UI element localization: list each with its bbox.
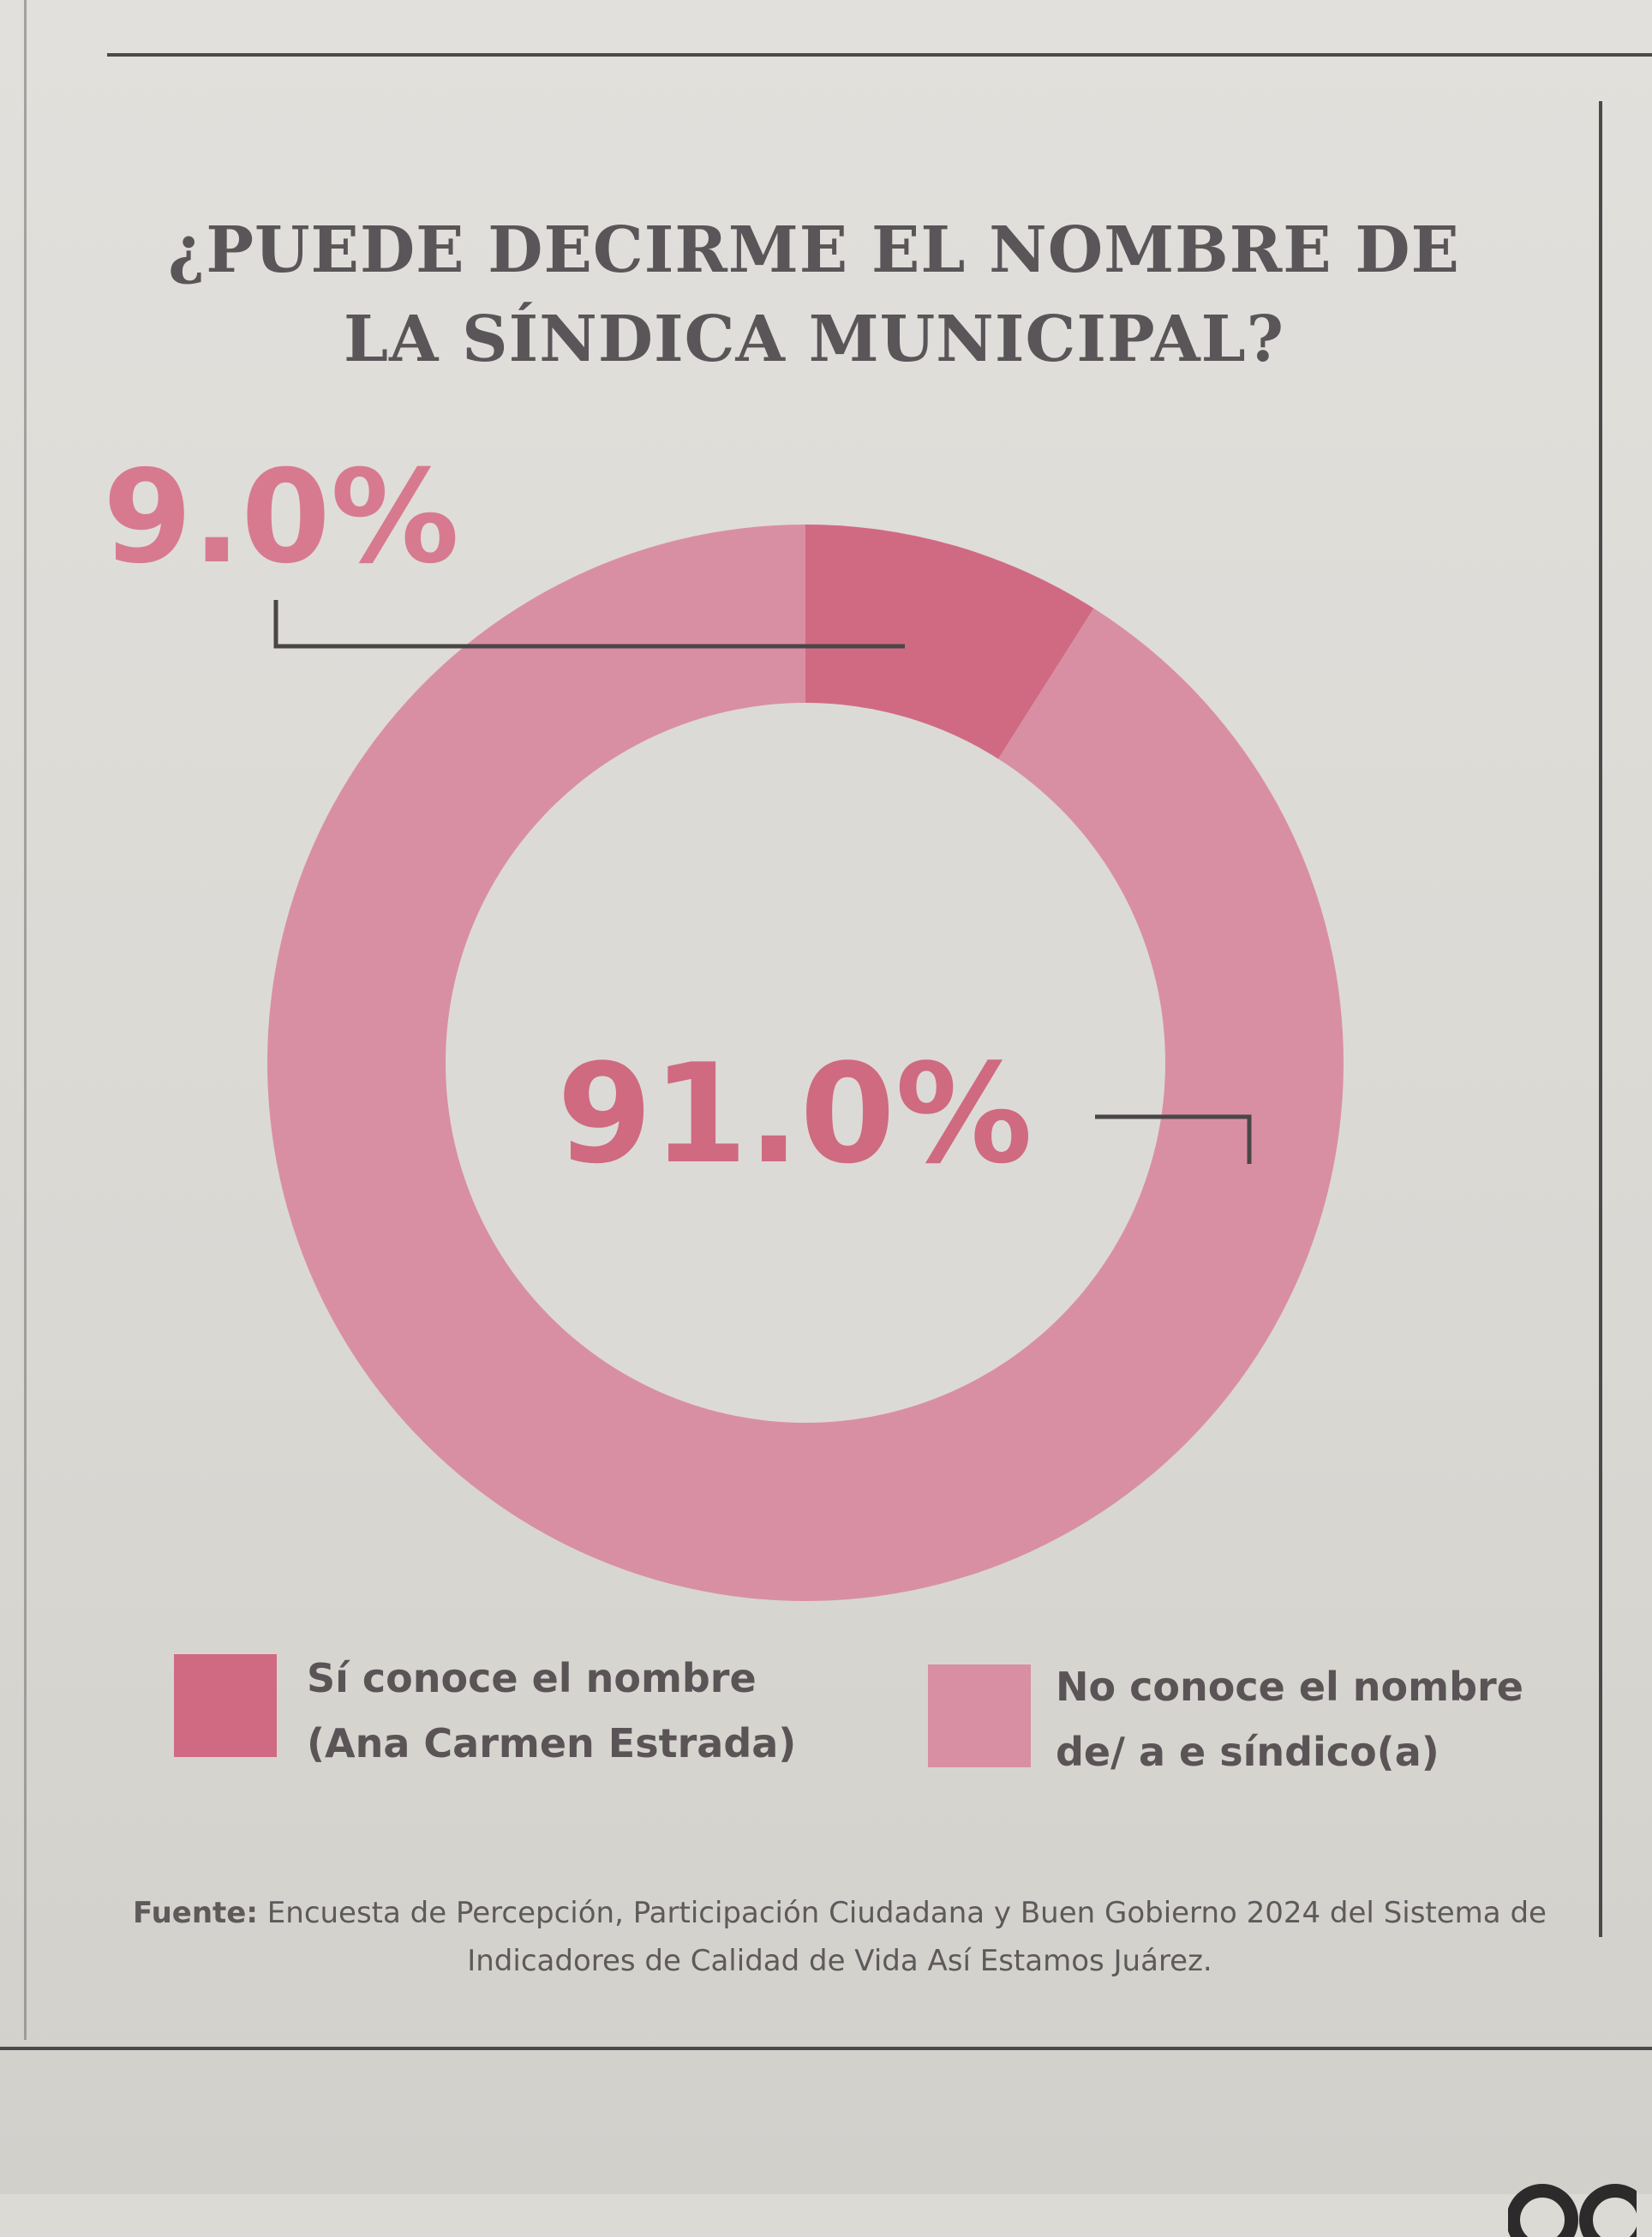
bottom-rule	[0, 2047, 1652, 2050]
source-label: Fuente:	[133, 1896, 258, 1930]
data-label-si-conoce: 9.0%	[103, 443, 459, 592]
legend-label-no-conoce: No conoce el nombre de/ a e síndico(a)	[1056, 1654, 1523, 1784]
chart-title-line-2: LA SÍNDICA MUNICIPAL?	[343, 303, 1285, 376]
page-edge	[24, 0, 27, 2040]
legend-label-si-conoce: Sí conoce el nombre (Ana Carmen Estrada)	[307, 1646, 796, 1776]
right-rule	[1599, 101, 1602, 1937]
source-text: Encuesta de Percepción, Participación Ci…	[266, 1896, 1547, 1978]
legend-label-no-conoce-line-2: de/ a e síndico(a)	[1056, 1729, 1440, 1775]
top-rule	[107, 53, 1652, 57]
data-label-no-conoce: 91.0%	[557, 1034, 1032, 1194]
leader-line-si-conoce	[273, 600, 905, 649]
legend-swatch-si-conoce	[174, 1654, 277, 1757]
chart-title-line-1: ¿PUEDE DECIRME EL NOMBRE DE	[168, 213, 1460, 287]
leader-line-no-conoce	[1095, 1114, 1252, 1164]
legend-swatch-no-conoce	[928, 1664, 1031, 1767]
page-number-fragment	[1508, 2184, 1637, 2237]
source-note: Fuente: Encuesta de Percepción, Particip…	[129, 1889, 1551, 1985]
legend-label-si-conoce-line-1: Sí conoce el nombre	[307, 1655, 757, 1701]
legend-label-si-conoce-line-2: (Ana Carmen Estrada)	[307, 1720, 797, 1766]
legend-label-no-conoce-line-1: No conoce el nombre	[1056, 1664, 1523, 1710]
donut-hole	[446, 703, 1165, 1423]
chart-title: ¿PUEDE DECIRME EL NOMBRE DE LA SÍNDICA M…	[86, 206, 1542, 384]
